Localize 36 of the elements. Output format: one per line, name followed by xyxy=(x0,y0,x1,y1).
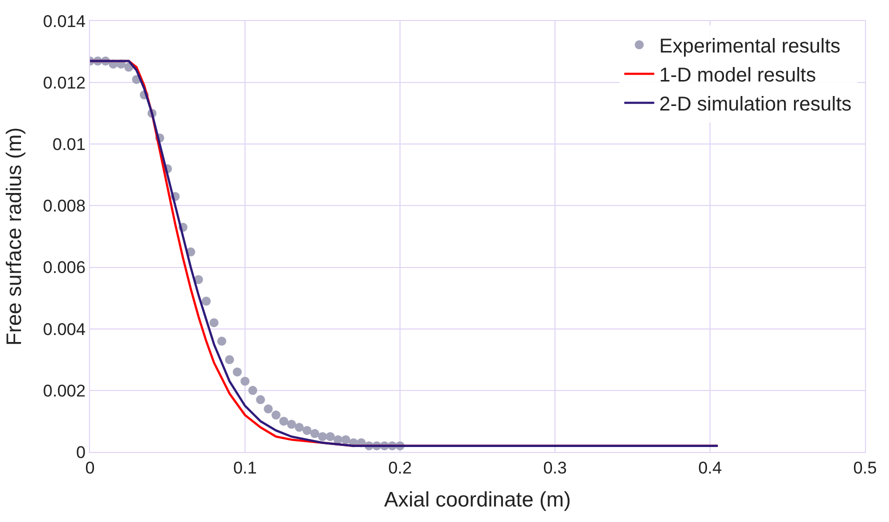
y-tick-label: 0.014 xyxy=(43,12,86,31)
point xyxy=(318,432,327,442)
x-axis-title: Axial coordinate (m) xyxy=(384,488,571,512)
y-tick-label: 0.012 xyxy=(43,74,86,93)
point xyxy=(341,435,350,444)
legend-label: Experimental results xyxy=(659,36,840,58)
point xyxy=(256,395,265,404)
point xyxy=(272,410,280,420)
x-tick-label: 0.5 xyxy=(853,458,877,478)
point xyxy=(310,429,320,438)
point xyxy=(210,318,218,328)
point xyxy=(248,386,258,395)
legend-label: 2-D simulation results xyxy=(659,94,852,116)
point xyxy=(302,426,312,435)
point xyxy=(294,422,304,432)
point xyxy=(279,416,288,426)
point xyxy=(287,420,296,429)
point xyxy=(217,336,226,346)
point xyxy=(240,376,250,386)
legend-label: 1-D model results xyxy=(659,64,816,87)
y-tick-label: 0 xyxy=(76,442,86,462)
y-tick-label: 0.004 xyxy=(43,320,86,339)
y-tick-label: 0.008 xyxy=(43,196,86,216)
y-tick-label: 0.006 xyxy=(43,258,86,278)
point xyxy=(264,404,273,414)
x-tick-label: 0.1 xyxy=(233,458,257,478)
x-tick-label: 0.3 xyxy=(543,458,567,478)
point xyxy=(326,432,335,442)
y-axis-title: Free surface radius (m) xyxy=(3,127,26,346)
x-tick-label: 0.2 xyxy=(388,458,412,478)
point xyxy=(232,367,242,376)
point xyxy=(225,355,234,364)
point xyxy=(202,296,211,306)
x-tick-label: 0.4 xyxy=(698,458,722,478)
y-tick-label: 0.002 xyxy=(43,381,86,400)
y-tick-label: 0.01 xyxy=(52,135,86,154)
